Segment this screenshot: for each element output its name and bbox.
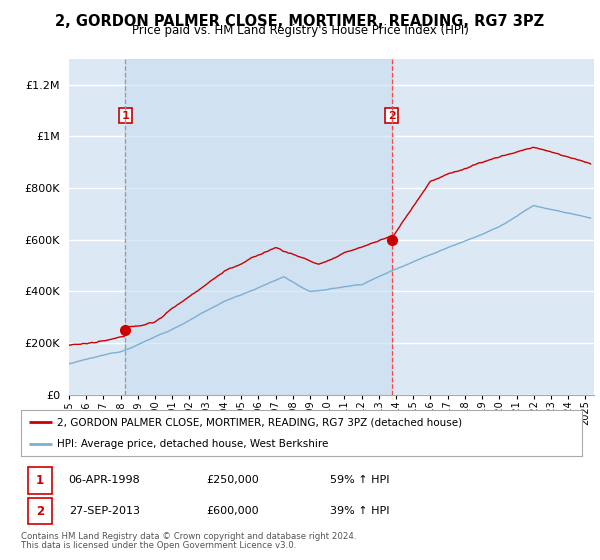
Text: 2: 2 [36, 505, 44, 517]
Text: £250,000: £250,000 [206, 475, 259, 485]
Text: 1: 1 [36, 474, 44, 487]
Text: Price paid vs. HM Land Registry's House Price Index (HPI): Price paid vs. HM Land Registry's House … [131, 24, 469, 37]
Text: 59% ↑ HPI: 59% ↑ HPI [329, 475, 389, 485]
Bar [125, 59, 392, 395]
FancyBboxPatch shape [28, 498, 52, 525]
Text: Contains HM Land Registry data © Crown copyright and database right 2024.: Contains HM Land Registry data © Crown c… [21, 532, 356, 541]
Text: £600,000: £600,000 [206, 506, 259, 516]
Text: 2, GORDON PALMER CLOSE, MORTIMER, READING, RG7 3PZ: 2, GORDON PALMER CLOSE, MORTIMER, READIN… [55, 14, 545, 29]
Text: 2: 2 [388, 111, 395, 120]
Text: 39% ↑ HPI: 39% ↑ HPI [329, 506, 389, 516]
Text: 2, GORDON PALMER CLOSE, MORTIMER, READING, RG7 3PZ (detached house): 2, GORDON PALMER CLOSE, MORTIMER, READIN… [58, 417, 463, 427]
Text: 06-APR-1998: 06-APR-1998 [68, 475, 140, 485]
Text: This data is licensed under the Open Government Licence v3.0.: This data is licensed under the Open Gov… [21, 541, 296, 550]
Text: 27-SEP-2013: 27-SEP-2013 [68, 506, 140, 516]
Text: 1: 1 [121, 111, 129, 120]
Text: HPI: Average price, detached house, West Berkshire: HPI: Average price, detached house, West… [58, 439, 329, 449]
FancyBboxPatch shape [28, 466, 52, 493]
